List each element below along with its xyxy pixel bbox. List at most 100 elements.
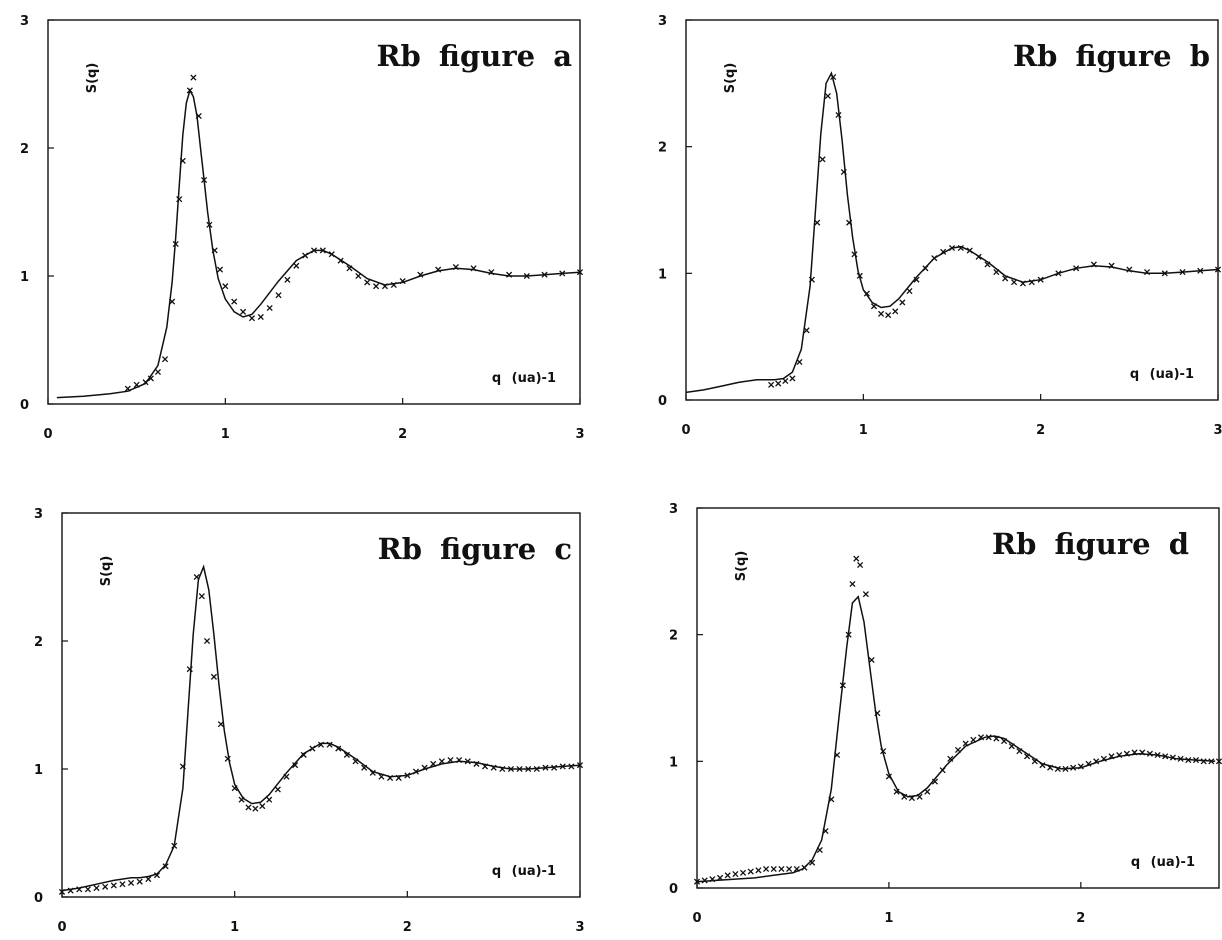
data-point — [1200, 758, 1207, 765]
data-point — [1073, 265, 1080, 272]
data-point — [916, 793, 923, 800]
data-point — [1085, 760, 1092, 767]
x-tick-label: 3 — [575, 920, 584, 935]
data-point — [1024, 753, 1031, 760]
data-point — [931, 255, 938, 262]
y-tick-label: 2 — [34, 635, 43, 650]
data-point — [136, 878, 143, 885]
data-point — [874, 710, 881, 717]
data-point — [1019, 280, 1026, 287]
data-point — [863, 290, 870, 297]
data-point — [275, 292, 282, 299]
data-point — [870, 303, 878, 310]
data-point — [216, 266, 224, 273]
y-tick-label: 2 — [20, 142, 29, 157]
x-tick-label: 1 — [230, 920, 239, 935]
x-tick-label: 0 — [43, 427, 52, 442]
data-point — [171, 842, 178, 849]
plot-frame — [47, 19, 581, 405]
data-point — [551, 764, 558, 771]
data-point — [145, 876, 152, 883]
data-point — [778, 865, 785, 873]
data-point — [908, 795, 916, 802]
data-point — [939, 767, 946, 774]
data-point — [231, 298, 238, 305]
data-point — [395, 774, 402, 782]
data-point — [975, 253, 982, 260]
data-point — [470, 265, 477, 272]
data-point — [154, 368, 162, 376]
data-point — [775, 380, 782, 387]
data-point — [452, 263, 459, 271]
data-point — [412, 768, 420, 775]
data-point — [885, 773, 892, 780]
data-point — [179, 763, 186, 770]
data-point — [76, 886, 83, 893]
data-point — [373, 283, 380, 290]
plot-frame — [696, 507, 1220, 889]
data-point — [808, 276, 815, 283]
data-point — [576, 762, 584, 769]
panel-title: Rb figure a — [376, 39, 572, 73]
data-point — [499, 765, 506, 773]
data-point — [880, 748, 887, 755]
data-point — [206, 221, 213, 228]
data-point — [947, 755, 954, 762]
data-point — [857, 561, 864, 569]
data-point — [399, 278, 406, 285]
data-point — [782, 377, 789, 385]
data-point — [217, 721, 224, 728]
data-point — [1090, 261, 1097, 268]
theory-curve — [56, 88, 581, 399]
data-point — [559, 270, 566, 277]
data-point — [381, 283, 388, 290]
data-point — [317, 741, 325, 748]
data-point — [224, 755, 231, 762]
data-point — [1192, 757, 1200, 764]
data-point — [248, 315, 255, 322]
data-point — [456, 756, 463, 764]
data-point — [1131, 749, 1138, 756]
data-point — [786, 865, 793, 873]
y-tick-label: 3 — [34, 507, 43, 522]
data-point — [1139, 749, 1146, 756]
data-point — [361, 764, 368, 771]
data-point — [369, 769, 376, 776]
x-tick-label: 1 — [859, 423, 868, 438]
data-point — [343, 751, 350, 758]
x-tick-label: 3 — [575, 427, 584, 442]
data-point — [846, 219, 853, 226]
data-point — [962, 740, 969, 747]
y-axis-label: S(q) — [85, 63, 100, 94]
data-point — [200, 176, 208, 184]
data-point — [824, 92, 831, 100]
data-point — [438, 758, 445, 765]
data-point — [954, 746, 962, 753]
data-point — [186, 666, 193, 673]
x-tick-label: 0 — [681, 423, 690, 438]
data-point — [238, 796, 245, 803]
data-point — [724, 872, 731, 879]
y-tick-label: 1 — [669, 755, 678, 770]
data-point — [1062, 765, 1069, 772]
data-point — [346, 265, 353, 272]
data-point — [190, 74, 197, 81]
data-point — [364, 279, 371, 286]
data-point — [993, 269, 1000, 276]
y-tick-label: 0 — [669, 882, 678, 897]
data-point — [1126, 266, 1133, 273]
data-point — [473, 760, 480, 767]
data-point — [1169, 754, 1177, 761]
data-point — [793, 865, 800, 873]
data-point — [814, 219, 821, 226]
data-point — [984, 261, 991, 268]
data-point — [1108, 753, 1115, 760]
y-tick-label: 2 — [658, 141, 667, 156]
data-point — [899, 299, 906, 306]
data-point — [110, 882, 117, 889]
data-point — [302, 252, 309, 259]
data-point — [300, 751, 307, 758]
theory-curve — [61, 564, 581, 892]
data-point — [851, 251, 858, 258]
data-point — [940, 248, 947, 255]
